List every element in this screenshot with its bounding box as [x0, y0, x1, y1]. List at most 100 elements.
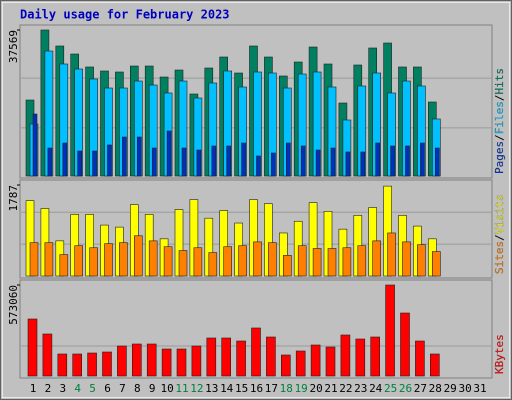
x-tick-label: 26 [399, 382, 412, 395]
bar [372, 240, 382, 277]
bar [300, 145, 306, 177]
x-tick-label: 13 [205, 382, 218, 395]
bar [429, 353, 440, 377]
bar [146, 343, 157, 377]
bar [238, 245, 247, 277]
x-tick-label: 12 [190, 382, 203, 395]
y-tick-label: 37569 [7, 30, 20, 63]
x-tick-label: 27 [414, 382, 427, 395]
legend: Sites/Visits [493, 195, 506, 275]
x-tick-label: 4 [74, 382, 81, 395]
bar [315, 149, 321, 177]
bar [132, 343, 142, 377]
x-tick-label: 29 [444, 382, 457, 395]
x-tick-label: 14 [220, 382, 234, 395]
bar [181, 147, 187, 177]
bar [29, 242, 39, 277]
legend-entry: Hits [493, 68, 506, 95]
bar [280, 354, 291, 377]
bar [89, 247, 98, 277]
bar [151, 147, 157, 177]
bar [223, 246, 232, 277]
x-tick-label: 19 [295, 382, 308, 395]
bar [163, 246, 173, 277]
bar [405, 145, 410, 177]
x-tick-label: 11 [175, 382, 188, 395]
bar [44, 242, 54, 277]
bar [72, 353, 82, 377]
bar [390, 145, 395, 177]
bar [271, 152, 276, 177]
legend: KBytes [493, 334, 506, 374]
x-tick-label: 2 [45, 382, 52, 395]
legend-entry: Pages [493, 141, 506, 174]
bar [178, 250, 188, 277]
bar [59, 254, 69, 277]
bar [107, 144, 112, 177]
bar [360, 151, 366, 177]
legend-entry: KBytes [493, 334, 506, 374]
bar [208, 252, 218, 277]
legend-entry: Sites [493, 241, 506, 274]
bar [312, 248, 322, 277]
bar [176, 348, 187, 377]
bar [251, 327, 261, 377]
bar [206, 337, 217, 377]
bar [77, 150, 82, 177]
bar [241, 142, 246, 177]
bar [117, 345, 127, 377]
bar [310, 344, 321, 377]
x-tick-label: 22 [339, 382, 352, 395]
bar [74, 245, 83, 277]
bar [253, 241, 262, 277]
bar [62, 142, 68, 177]
bar [47, 147, 53, 177]
legend-entry: Files [493, 101, 506, 134]
bar [268, 242, 277, 277]
x-tick-label: 6 [104, 382, 111, 395]
x-tick-label: 30 [458, 382, 471, 395]
bar [297, 245, 307, 277]
x-tick-label: 28 [429, 382, 442, 395]
bar [330, 147, 336, 177]
x-tick-label: 10 [160, 382, 173, 395]
bar [211, 145, 217, 177]
bar [166, 130, 172, 177]
bar [387, 232, 396, 277]
x-tick-label: 8 [134, 382, 141, 395]
bar [42, 333, 53, 377]
y-tick-label: 1787 [7, 185, 20, 212]
x-tick-label: 17 [265, 382, 278, 395]
bar [370, 336, 381, 377]
x-tick-label: 23 [354, 382, 367, 395]
bar [27, 318, 38, 377]
bar [355, 338, 366, 377]
bar [161, 348, 172, 377]
bar [32, 113, 38, 177]
bar [137, 136, 142, 177]
legend-separator: / [493, 234, 506, 241]
bar [342, 247, 352, 277]
bar [345, 151, 351, 177]
bar [375, 142, 381, 177]
x-tick-label: 3 [59, 382, 66, 395]
bar [191, 345, 202, 377]
bar [236, 340, 246, 377]
bar [221, 337, 231, 377]
bar [102, 351, 112, 377]
bar [434, 147, 440, 177]
bar [402, 241, 411, 277]
x-tick-label: 18 [280, 382, 293, 395]
bar [57, 353, 68, 377]
bar [385, 284, 395, 377]
bar [196, 149, 202, 177]
bar [266, 336, 276, 377]
x-tick-label: 1 [30, 382, 37, 395]
x-tick-label: 21 [324, 382, 337, 395]
bar [295, 350, 306, 377]
bar [148, 240, 158, 277]
legend-entry: Visits [493, 195, 506, 235]
bar [226, 145, 231, 177]
legend-separator: / [493, 95, 506, 102]
